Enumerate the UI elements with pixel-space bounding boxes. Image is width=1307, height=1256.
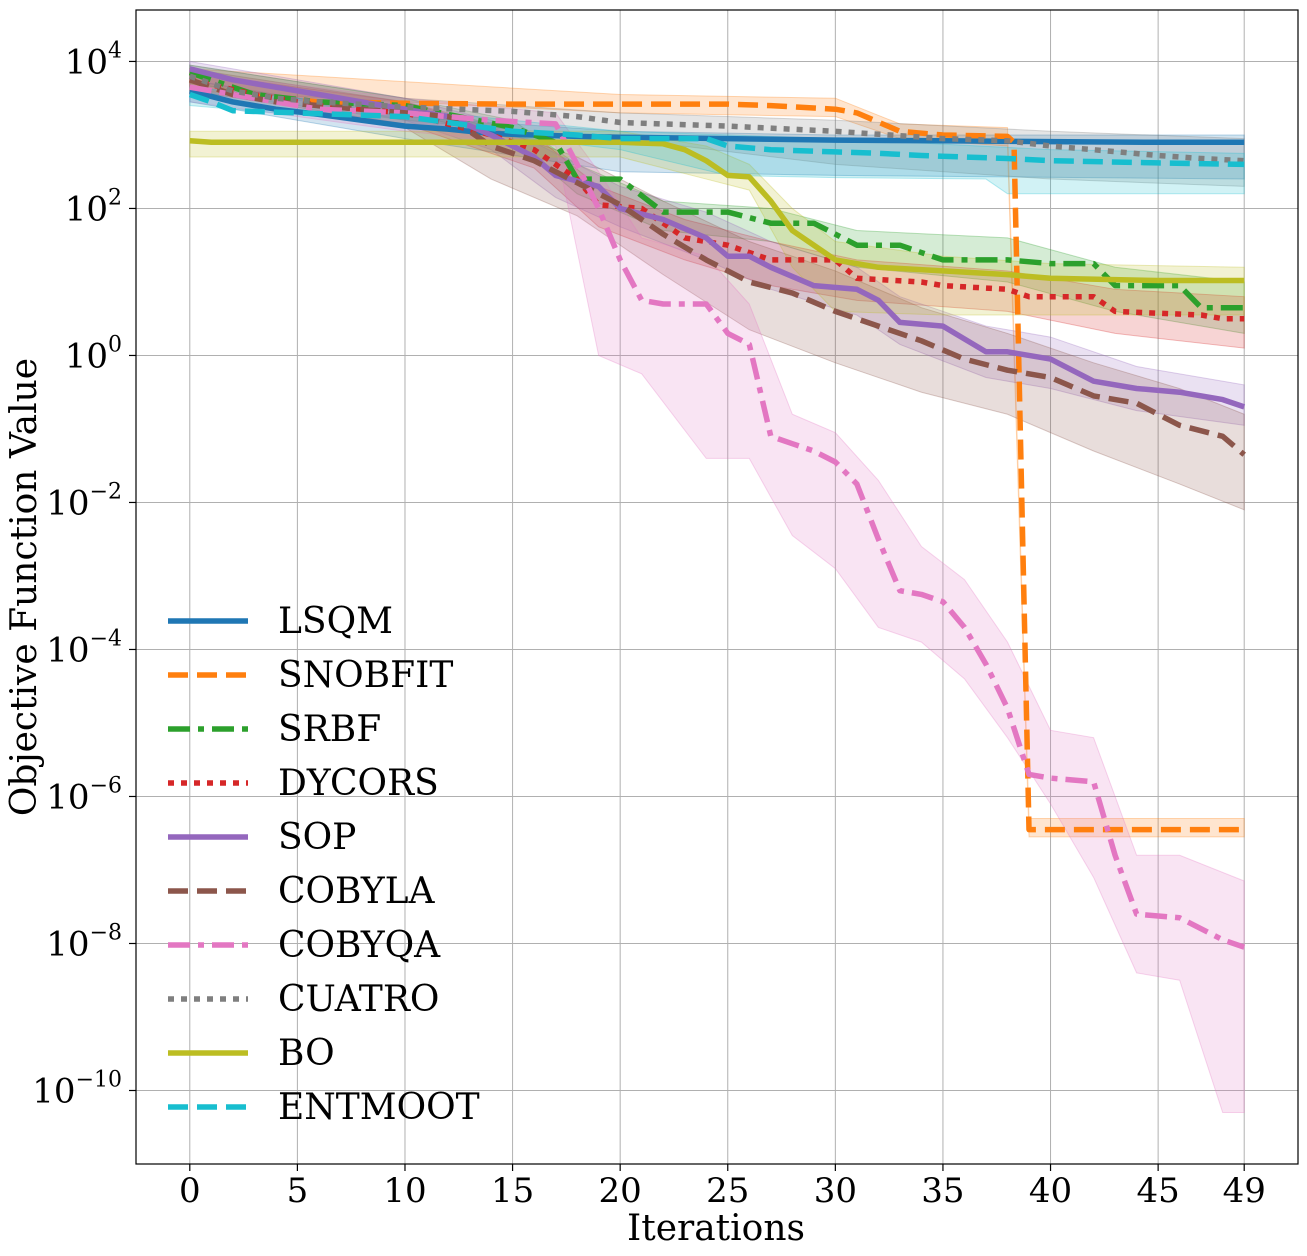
band-dycors bbox=[189, 71, 1245, 349]
x-tick-label: 45 bbox=[1136, 1171, 1179, 1211]
y-tick-base: 10 bbox=[65, 189, 108, 229]
legend-label-entmoot: ENTMOOT bbox=[278, 1087, 480, 1128]
band-cobyqa bbox=[189, 71, 1245, 1114]
legend-label-cuatro: CUATRO bbox=[278, 979, 439, 1020]
y-tick-exponent: 2 bbox=[108, 185, 122, 210]
x-tick-label: 20 bbox=[599, 1171, 642, 1211]
x-axis-title: Iterations bbox=[627, 1208, 805, 1249]
y-tick-base: 10 bbox=[65, 336, 108, 376]
series-lines bbox=[188, 66, 1246, 950]
x-tick-label: 35 bbox=[921, 1171, 964, 1211]
plot-frame bbox=[135, 9, 1299, 1165]
x-tick-label: 5 bbox=[287, 1171, 309, 1211]
legend-label-snobfit: SNOBFIT bbox=[278, 655, 453, 696]
band-sop bbox=[189, 60, 1245, 426]
y-tick-label: 10−10 bbox=[32, 1067, 122, 1111]
legend-label-bo: BO bbox=[278, 1033, 335, 1074]
series-line-entmoot bbox=[188, 91, 1245, 168]
x-tick-label: 25 bbox=[706, 1171, 749, 1211]
band-bo bbox=[189, 130, 1245, 316]
legend-label-srbf: SRBF bbox=[278, 709, 381, 750]
y-tick-base: 10 bbox=[32, 1071, 75, 1111]
x-tick-label: 10 bbox=[383, 1171, 426, 1211]
y-tick-base: 10 bbox=[46, 777, 89, 817]
y-tick-label: 10−6 bbox=[46, 773, 122, 817]
y-tick-label: 10−2 bbox=[46, 479, 122, 523]
series-line-bo bbox=[189, 138, 1245, 284]
y-axis-title: Objective Function Value bbox=[4, 358, 45, 816]
band-cobyla bbox=[189, 68, 1245, 511]
y-tick-exponent: 0 bbox=[108, 332, 122, 357]
legend-label-sop: SOP bbox=[278, 817, 356, 858]
x-tick-label: 40 bbox=[1029, 1171, 1072, 1211]
grid bbox=[136, 10, 1298, 1164]
y-tick-base: 10 bbox=[65, 42, 108, 82]
y-tick-label: 10−8 bbox=[46, 920, 122, 964]
y-tick-label: 100 bbox=[65, 332, 122, 376]
legend-label-dycors: DYCORS bbox=[278, 763, 439, 804]
band-lsqm bbox=[189, 79, 1245, 180]
x-tick-label: 30 bbox=[814, 1171, 857, 1211]
y-tick-label: 104 bbox=[65, 38, 122, 82]
x-tick-label: 0 bbox=[179, 1171, 201, 1211]
x-tick-label: 49 bbox=[1223, 1171, 1266, 1211]
y-tick-exponent: −10 bbox=[76, 1067, 122, 1092]
series-line-snobfit bbox=[188, 77, 1245, 833]
series-line-cuatro bbox=[188, 73, 1245, 164]
y-tick-label: 102 bbox=[65, 185, 122, 229]
x-ticks: 0 5 10 15 20 25 30 35 40 45 49 bbox=[179, 1164, 1266, 1211]
legend: LSQM SNOBFIT SRBF DYCORS SOP COBYLA COBYQA CUAT… bbox=[168, 601, 480, 1128]
y-tick-label: 10−4 bbox=[46, 626, 122, 670]
x-tick-label: 15 bbox=[491, 1171, 534, 1211]
legend-label-cobyla: COBYLA bbox=[278, 871, 436, 912]
y-tick-exponent: −4 bbox=[90, 626, 122, 651]
confidence-bands bbox=[189, 60, 1245, 1114]
y-tick-exponent: −2 bbox=[90, 479, 122, 504]
y-tick-exponent: −8 bbox=[90, 920, 122, 945]
y-tick-base: 10 bbox=[46, 483, 89, 523]
y-tick-base: 10 bbox=[46, 924, 89, 964]
y-tick-exponent: −6 bbox=[90, 773, 122, 798]
band-snobfit bbox=[189, 68, 1245, 838]
legend-label-lsqm: LSQM bbox=[278, 601, 393, 642]
y-tick-exponent: 4 bbox=[108, 38, 122, 63]
y-tick-base: 10 bbox=[46, 630, 89, 670]
legend-label-cobyqa: COBYQA bbox=[278, 925, 441, 966]
